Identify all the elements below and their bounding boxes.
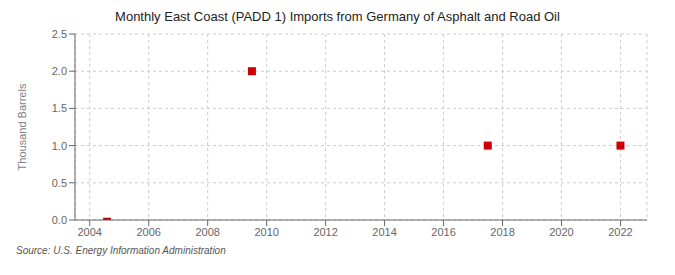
svg-text:2022: 2022: [608, 226, 632, 238]
svg-text:2.0: 2.0: [52, 65, 67, 77]
svg-text:2018: 2018: [490, 226, 514, 238]
svg-text:2008: 2008: [195, 226, 219, 238]
svg-text:0.5: 0.5: [52, 177, 67, 189]
svg-text:2010: 2010: [254, 226, 278, 238]
svg-text:0.0: 0.0: [52, 214, 67, 226]
svg-text:2020: 2020: [549, 226, 573, 238]
svg-text:2.5: 2.5: [52, 28, 67, 40]
svg-text:2016: 2016: [431, 226, 455, 238]
svg-text:1.5: 1.5: [52, 102, 67, 114]
html-text:Source: U.S. Energy Informatio: Source: U.S. Energy Information Administ…: [16, 245, 226, 256]
svg-text:2004: 2004: [78, 226, 102, 238]
svg-text:Thousand Barrels: Thousand Barrels: [16, 83, 28, 170]
html-text:Monthly East Coast (PADD 1) Im: Monthly East Coast (PADD 1) Imports from…: [115, 9, 560, 24]
svg-text:2014: 2014: [372, 226, 396, 238]
svg-text:2006: 2006: [136, 226, 160, 238]
svg-text:1.0: 1.0: [52, 140, 67, 152]
svg-text:2012: 2012: [313, 226, 337, 238]
